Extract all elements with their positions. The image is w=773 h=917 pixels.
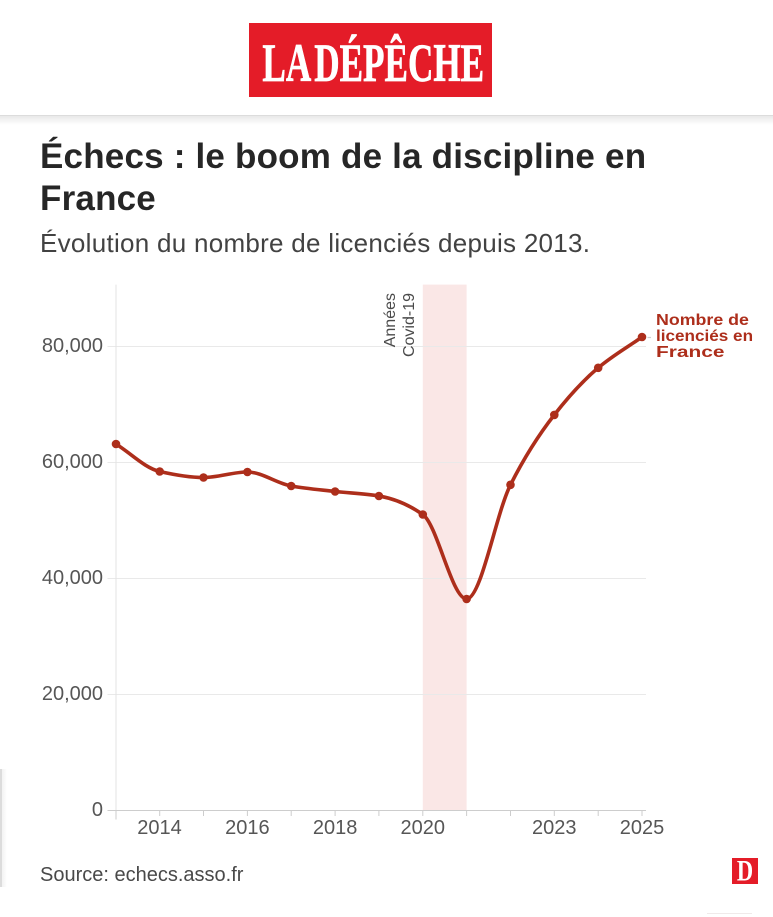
- svg-text:D: D: [737, 858, 753, 884]
